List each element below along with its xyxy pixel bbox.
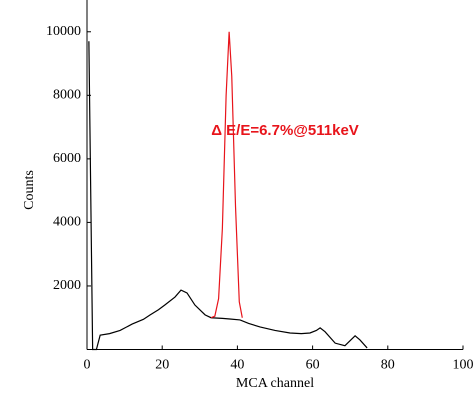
y-tick-label: 8000 — [53, 88, 81, 103]
x-tick-label: 40 — [230, 358, 244, 373]
x-tick-label: 60 — [306, 358, 320, 373]
x-tick-label: 100 — [453, 358, 474, 373]
series-line — [210, 31, 243, 319]
x-tick-label: 80 — [381, 358, 395, 373]
y-axis-label: Counts — [22, 170, 37, 210]
annotation: Δ E/E=6.7%@511keV — [211, 122, 359, 139]
y-tick-label: 4000 — [53, 215, 81, 230]
x-axis-label: MCA channel — [236, 376, 314, 391]
y-tick-label: 6000 — [53, 151, 81, 166]
y-tick-label: 10000 — [46, 24, 81, 39]
series-line — [88, 41, 368, 351]
y-tick-label: 2000 — [53, 278, 81, 293]
x-tick-label: 20 — [155, 358, 169, 373]
x-tick-label: 0 — [84, 358, 91, 373]
